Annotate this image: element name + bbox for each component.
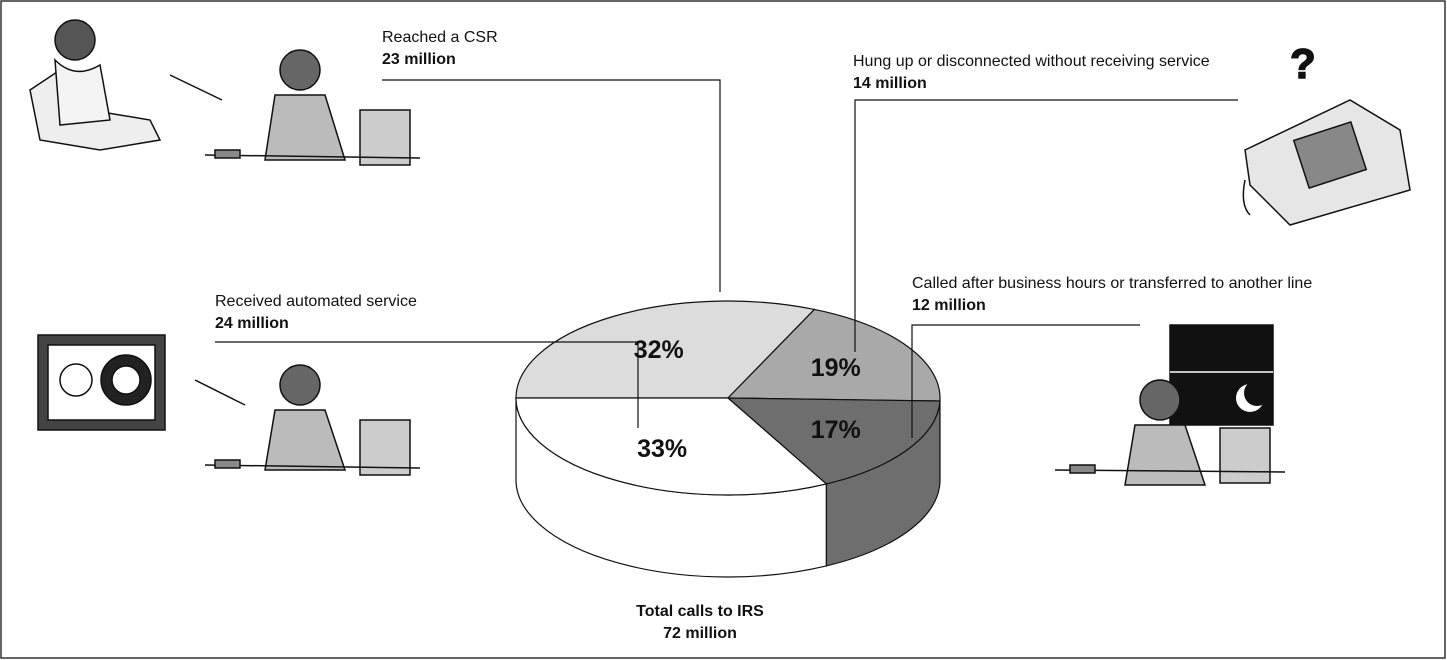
slice-label: Received automated service: [215, 293, 417, 310]
slice-value-label: 33%: [637, 435, 687, 463]
slice-label: Reached a CSR: [382, 29, 498, 46]
slice-value-label: 32%: [634, 336, 684, 364]
chart: 32% 19% 17% 33% Reached a CSR 23 million Hu…: [0, 0, 1447, 660]
slice-label: Hung up or disconnected without receivin…: [853, 53, 1210, 70]
slice-amount: 23 million: [382, 51, 456, 68]
slice-value-label: 17%: [811, 416, 861, 444]
question-mark-icon: ?: [1290, 40, 1316, 87]
slice-value-label: 19%: [811, 354, 861, 382]
slice-amount: 24 million: [215, 315, 289, 332]
total-label: Total calls to IRS: [636, 603, 764, 620]
slice-label: Called after business hours or transferr…: [912, 275, 1312, 292]
slice-amount: 14 million: [853, 75, 927, 92]
slice-amount: 12 million: [912, 297, 986, 314]
total-amount: 72 million: [663, 625, 737, 642]
